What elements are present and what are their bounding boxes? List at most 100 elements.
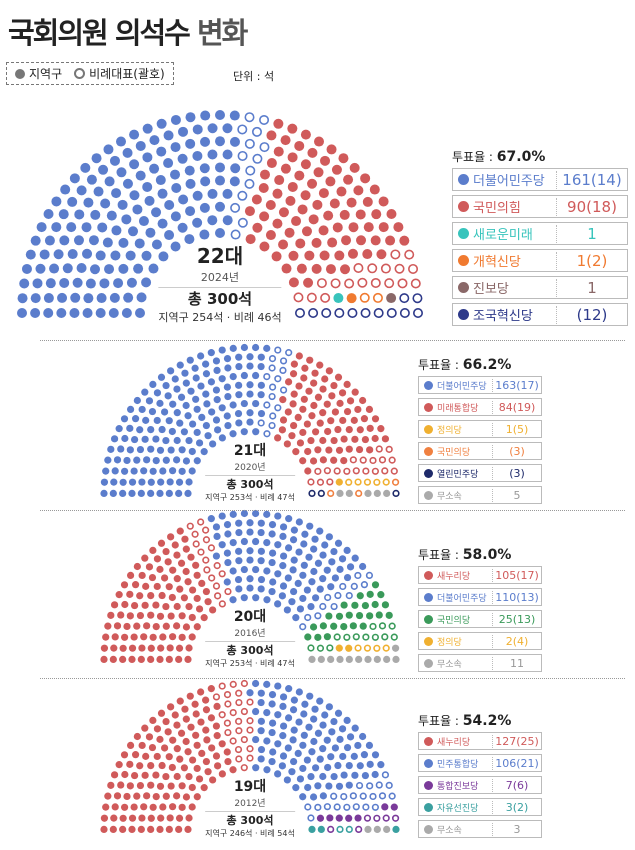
district-seat bbox=[133, 732, 141, 741]
pr-seat bbox=[370, 277, 381, 288]
district-seat bbox=[126, 405, 135, 414]
district-seat bbox=[126, 277, 137, 288]
district-seat bbox=[359, 396, 367, 405]
district-seat bbox=[30, 293, 41, 304]
district-seat bbox=[173, 772, 181, 781]
party-row: 열린민주당 (3) bbox=[418, 464, 542, 482]
chart-total: 총 300석 bbox=[205, 641, 295, 658]
district-seat bbox=[305, 553, 313, 561]
district-seat bbox=[102, 237, 113, 248]
district-seat bbox=[224, 364, 232, 372]
district-seat bbox=[252, 735, 260, 744]
pr-seat bbox=[263, 401, 271, 409]
district-seat bbox=[328, 392, 336, 400]
district-seat bbox=[192, 217, 203, 228]
district-seat bbox=[116, 167, 127, 178]
district-seat bbox=[284, 744, 292, 752]
chart-era: 20대 bbox=[233, 609, 267, 625]
district-seat bbox=[80, 162, 91, 173]
district-seat bbox=[149, 716, 157, 725]
district-seat bbox=[188, 783, 196, 792]
district-seat bbox=[294, 749, 302, 758]
district-seat bbox=[360, 173, 371, 184]
district-seat bbox=[178, 633, 186, 641]
district-seat bbox=[289, 566, 297, 574]
district-seat bbox=[153, 389, 162, 397]
turnout-value: 66.2% bbox=[462, 357, 512, 373]
district-seat bbox=[138, 405, 146, 414]
district-seat bbox=[234, 409, 243, 418]
district-seat bbox=[193, 457, 201, 465]
district-seat bbox=[171, 182, 182, 193]
chart-year: 2024년 bbox=[200, 271, 240, 284]
district-seat bbox=[167, 533, 175, 541]
district-seat bbox=[304, 250, 315, 261]
pr-seat bbox=[382, 644, 390, 652]
district-seat bbox=[289, 536, 298, 544]
district-seat bbox=[319, 385, 327, 393]
district-seat bbox=[107, 611, 115, 619]
district-seat bbox=[351, 388, 359, 396]
party-name: 더불어민주당 bbox=[473, 174, 545, 189]
pr-seat bbox=[308, 489, 316, 498]
district-seat bbox=[184, 412, 192, 420]
district-seat bbox=[316, 814, 325, 822]
district-seat bbox=[126, 741, 135, 750]
district-seat bbox=[364, 825, 372, 834]
district-seat bbox=[257, 409, 266, 418]
district-seat bbox=[279, 523, 288, 531]
district-seat bbox=[212, 752, 221, 760]
party-name: 더불어민주당 bbox=[437, 593, 487, 604]
district-seat bbox=[312, 428, 320, 436]
district-seat bbox=[309, 793, 318, 801]
district-seat bbox=[157, 478, 165, 486]
district-seat bbox=[104, 176, 115, 187]
district-seat bbox=[307, 602, 315, 611]
district-seat bbox=[306, 356, 314, 364]
district-seat bbox=[383, 655, 391, 664]
district-seat bbox=[356, 235, 367, 246]
pr-seat bbox=[349, 792, 357, 800]
district-seat bbox=[119, 814, 127, 822]
district-seat bbox=[180, 428, 188, 436]
district-seat bbox=[348, 222, 359, 233]
district-seat bbox=[152, 456, 160, 465]
pr-seat bbox=[362, 803, 370, 811]
district-seat bbox=[288, 768, 296, 776]
district-seat bbox=[177, 559, 186, 567]
district-seat bbox=[30, 308, 41, 318]
district-seat bbox=[121, 214, 132, 225]
party-row: 조국혁신당 (12) bbox=[452, 303, 628, 326]
district-seat bbox=[148, 743, 157, 752]
party-row: 정의당 2(4) bbox=[418, 632, 542, 650]
district-seat bbox=[136, 781, 145, 790]
district-seat bbox=[182, 545, 190, 553]
district-seat bbox=[165, 753, 173, 761]
district-seat bbox=[224, 421, 232, 430]
district-seat bbox=[266, 158, 277, 169]
district-seat bbox=[300, 540, 308, 548]
district-seat bbox=[284, 574, 292, 582]
district-seat bbox=[359, 562, 367, 571]
pr-seat bbox=[366, 782, 374, 790]
district-seat bbox=[169, 566, 177, 574]
district-seat bbox=[383, 489, 391, 497]
district-seat bbox=[331, 574, 340, 582]
district-seat bbox=[162, 381, 170, 390]
district-seat bbox=[235, 381, 243, 389]
district-seat bbox=[104, 264, 115, 275]
legend-district-label: 지역구 bbox=[29, 67, 63, 81]
district-seat bbox=[200, 614, 208, 622]
district-seat bbox=[356, 762, 364, 770]
district-seat bbox=[274, 541, 282, 549]
district-seat bbox=[102, 467, 110, 475]
district-seat bbox=[230, 163, 241, 174]
district-seat bbox=[295, 382, 303, 390]
pr-seat bbox=[357, 277, 368, 288]
district-seat bbox=[187, 553, 195, 561]
party-row: 더불어민주당 110(13) bbox=[418, 588, 542, 606]
pr-seat bbox=[304, 613, 312, 622]
turnout: 투표율 : 58.0% bbox=[418, 546, 542, 563]
district-seat bbox=[160, 408, 169, 416]
chart-breakdown: 지역구 253석 · 비례 47석 bbox=[205, 493, 295, 502]
